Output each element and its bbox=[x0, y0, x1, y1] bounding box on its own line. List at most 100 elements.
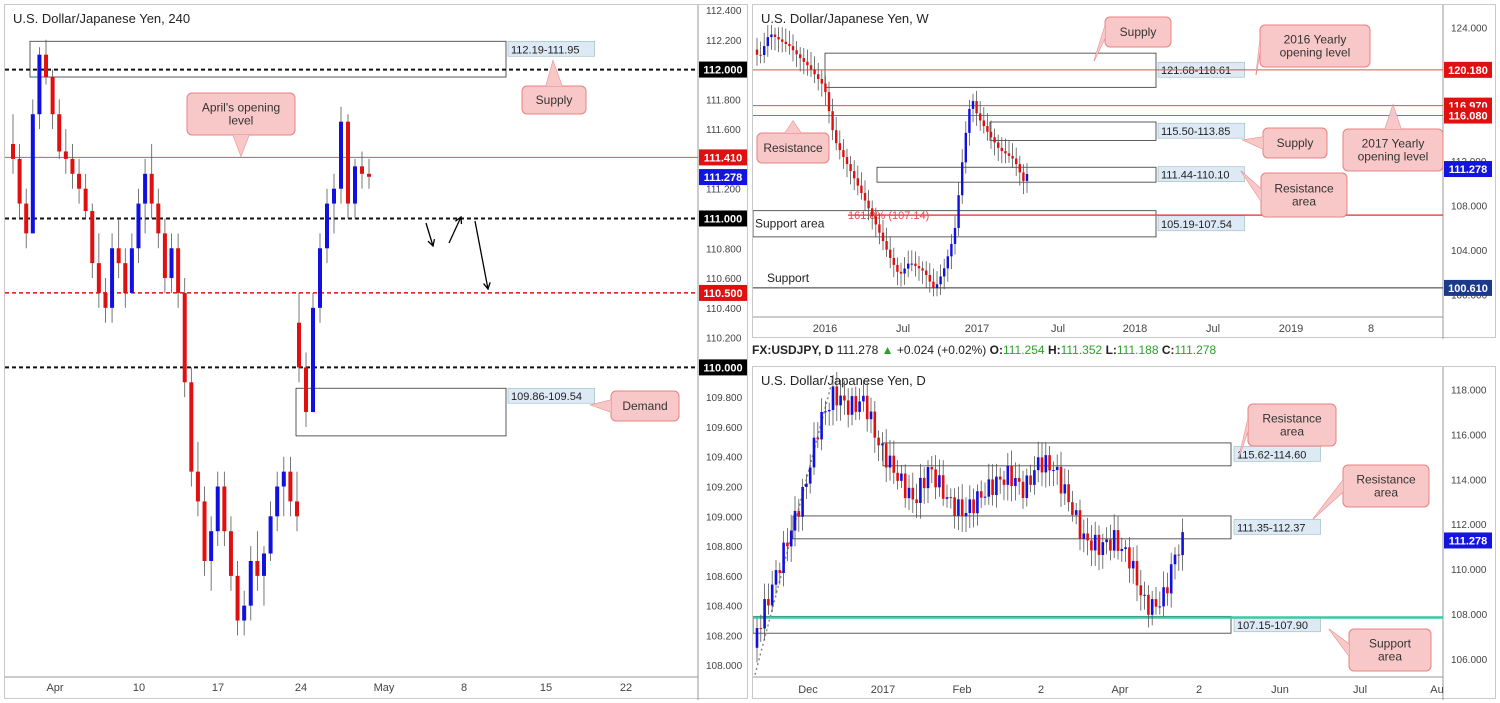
weekly-y-tick: 108.000 bbox=[1451, 202, 1488, 213]
h4-level-price-tag-bg bbox=[699, 210, 747, 227]
daily-candle bbox=[755, 628, 759, 648]
weekly-x-tick: 2019 bbox=[1279, 323, 1303, 335]
weekly-candle bbox=[957, 195, 960, 229]
weekly-chart-panel[interactable]: U.S. Dollar/Japanese Yen, W 124.000120.0… bbox=[752, 4, 1497, 339]
h4-supply-zone bbox=[29, 40, 507, 78]
weekly-candle bbox=[986, 126, 989, 132]
daily-resistance-area-callout-2-text: area bbox=[1374, 486, 1398, 500]
h4-y-tick: 109.800 bbox=[706, 393, 743, 404]
daily-candle bbox=[767, 599, 770, 606]
h4-chart-svg[interactable]: 112.400 112.200 112.000 111.800 111.600 111.4… bbox=[5, 5, 749, 700]
daily-candle bbox=[926, 467, 930, 489]
weekly-candle bbox=[975, 101, 978, 114]
h4-candle bbox=[202, 501, 207, 561]
daily-candle bbox=[903, 473, 907, 499]
weekly-zone bbox=[989, 121, 1157, 141]
daily-zone-label: 115.62-114.60 bbox=[1237, 449, 1306, 461]
daily-candle bbox=[1071, 502, 1074, 515]
daily-candle bbox=[972, 499, 975, 514]
weekly-support-area-label: Support area bbox=[755, 216, 825, 230]
weekly-chart-svg[interactable]: 124.000120.000116.000112.000108.000104.0… bbox=[753, 5, 1497, 339]
daily-candle bbox=[1169, 564, 1173, 594]
weekly-candle bbox=[892, 258, 895, 265]
weekly-resistance-area-callout-text: Resistance bbox=[1274, 182, 1334, 196]
daily-zone-label: 111.35-112.37 bbox=[1237, 522, 1306, 534]
weekly-candle bbox=[795, 50, 798, 55]
daily-candle bbox=[1086, 533, 1089, 541]
weekly-last-price-tag: 111.278 bbox=[1449, 164, 1488, 176]
h4-candle bbox=[242, 605, 247, 621]
daily-chart-panel[interactable]: U.S. Dollar/Japanese Yen, D 118.000 116.0… bbox=[752, 366, 1497, 700]
daily-candle bbox=[1090, 540, 1093, 551]
h4-candle bbox=[332, 188, 336, 204]
daily-candle bbox=[1044, 455, 1048, 473]
h4-candle bbox=[288, 471, 293, 502]
weekly-last-price-tag-bg bbox=[1444, 161, 1492, 178]
weekly-candle bbox=[781, 39, 784, 42]
daily-candle bbox=[1036, 457, 1040, 471]
daily-candle bbox=[770, 584, 774, 606]
daily-candle bbox=[1128, 547, 1131, 569]
weekly-candle bbox=[907, 263, 910, 269]
h4-y-tick: 111.600 bbox=[706, 125, 741, 136]
h4-candle bbox=[83, 188, 88, 212]
daily-candle bbox=[1105, 539, 1108, 543]
h4-candle bbox=[103, 292, 108, 308]
daily-candle bbox=[824, 411, 827, 413]
h4-candle bbox=[116, 248, 121, 264]
weekly-2017-open-callout-pointer-fill bbox=[1385, 105, 1401, 129]
weekly-supply-callout-1-text: Supply bbox=[1120, 25, 1157, 39]
h4-candle bbox=[295, 501, 299, 517]
weekly-level-price-tag-bg bbox=[1444, 61, 1492, 78]
weekly-y-tick: 104.000 bbox=[1451, 246, 1488, 257]
daily-candle bbox=[892, 455, 896, 473]
weekly-2016-open-callout-text: opening level bbox=[1280, 46, 1351, 60]
weekly-candle bbox=[867, 200, 870, 209]
weekly-candle bbox=[871, 208, 874, 217]
daily-candle bbox=[873, 411, 877, 438]
weekly-supply-callout-2-text: Supply bbox=[1277, 136, 1314, 150]
daily-candle bbox=[953, 497, 956, 516]
daily-candle bbox=[976, 491, 979, 514]
daily-candle bbox=[1033, 470, 1036, 485]
daily-y-tick: 106.000 bbox=[1451, 655, 1488, 666]
daily-candle bbox=[960, 499, 964, 517]
weekly-zone-label: 105.19-107.54 bbox=[1161, 219, 1232, 231]
h4-y-tick: 109.000 bbox=[706, 512, 743, 523]
h4-candle bbox=[90, 211, 95, 264]
weekly-candle bbox=[881, 232, 885, 242]
daily-candle bbox=[907, 487, 911, 499]
h4-candle bbox=[222, 486, 227, 532]
h4-y-tick: 108.400 bbox=[706, 602, 743, 613]
daily-chart-svg[interactable]: 118.000 116.000 114.000 112.000 110.000 108.0… bbox=[753, 367, 1497, 700]
weekly-candle bbox=[853, 171, 856, 179]
h4-y-tick: 109.600 bbox=[706, 423, 743, 434]
h4-candle bbox=[261, 553, 266, 576]
weekly-candle bbox=[993, 137, 996, 143]
weekly-candle bbox=[997, 142, 1000, 148]
daily-candle bbox=[801, 486, 804, 517]
daily-candle bbox=[1131, 560, 1135, 569]
daily-candle bbox=[1101, 542, 1105, 555]
h4-x-tick: 15 bbox=[540, 682, 552, 694]
daily-candle bbox=[1040, 457, 1044, 473]
low-value: 111.188 bbox=[1116, 343, 1159, 357]
daily-candle bbox=[1006, 465, 1010, 485]
weekly-candle bbox=[896, 264, 899, 272]
weekly-candle bbox=[766, 37, 769, 47]
weekly-level-price-tag: 116.080 bbox=[1448, 111, 1487, 123]
daily-candle bbox=[869, 411, 873, 420]
h4-y-tick: 111.200 bbox=[706, 185, 741, 196]
daily-candle bbox=[998, 476, 1002, 480]
h4-candle bbox=[215, 486, 220, 532]
daily-candle bbox=[1112, 530, 1116, 551]
daily-candle bbox=[816, 437, 820, 440]
h4-arrow-down-2-head bbox=[483, 282, 491, 291]
daily-candle bbox=[786, 542, 789, 547]
daily-resistance-area-callout-1-text: Resistance bbox=[1262, 412, 1322, 426]
daily-candle bbox=[843, 395, 846, 401]
h4-chart-panel[interactable]: U.S. Dollar/Japanese Yen, 240 112.400 112… bbox=[4, 4, 749, 700]
daily-candle bbox=[1166, 587, 1169, 594]
daily-y-tick: 108.000 bbox=[1451, 610, 1488, 621]
weekly-candle bbox=[964, 132, 967, 163]
